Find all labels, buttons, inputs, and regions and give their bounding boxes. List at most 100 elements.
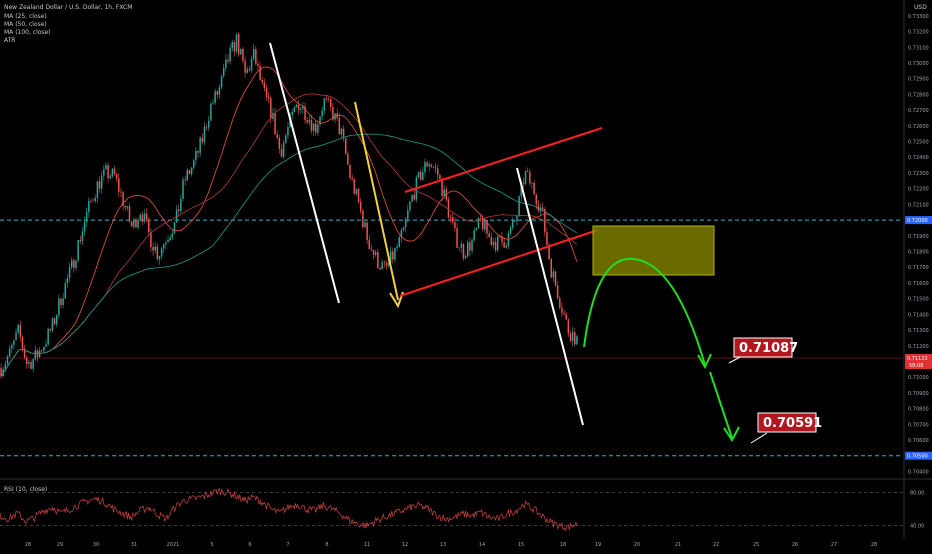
candle-body [218,87,221,95]
candle-body [571,332,574,342]
candle-body [439,175,441,179]
level-tag-text: 0.70500 [907,454,928,460]
candle-body [107,165,109,179]
candle-body [47,328,49,345]
candle-body [496,236,499,251]
candle-body [64,283,67,299]
candle-body [370,248,373,251]
candle-body [462,243,465,259]
candle-body [163,244,165,249]
candle-body [70,260,73,268]
candle-body [409,201,411,210]
candle-body [4,363,7,370]
rsi-title[interactable]: RSI (10, close) [4,486,48,493]
candle-body [344,138,347,154]
candle-body [8,348,11,357]
candle-body [394,248,396,260]
candle-body [481,218,484,230]
candle-body [398,237,400,247]
candle-body [574,332,576,345]
time-tick-label: 30 [93,542,99,548]
candle-body [458,247,460,249]
candle-body [377,252,379,268]
candle-body [265,88,268,97]
candle-body [171,233,174,238]
candle-body [304,106,306,121]
target-label-0.70591: 0.70591 [763,416,822,431]
projection-arrowhead-1 [697,353,712,370]
indicator-ma25-label[interactable]: MA (25, close) [4,13,47,20]
candle-body [374,252,377,255]
candle-body [546,232,548,245]
price-tick-label: 0.71400 [908,312,929,318]
indicator-ma50-label[interactable]: MA (50, close) [4,21,47,28]
price-tick-label: 0.70900 [908,391,929,397]
time-tick-label: 11 [364,542,370,548]
price-tick-label: 0.72500 [908,140,929,146]
candle-body [477,217,480,229]
candle-body [471,240,473,251]
price-tick-label: 0.72100 [908,202,929,208]
price-tick-label: 0.71000 [908,375,929,381]
candle-body [323,98,326,111]
candle-body [255,49,257,64]
price-tick-label: 0.72800 [908,92,929,98]
candle-body [98,181,101,189]
candle-body [282,142,285,157]
candle-body [244,60,246,73]
target-label-0.71087: 0.71087 [739,341,798,356]
time-tick-label: 26 [792,542,798,548]
candle-body [359,201,362,211]
candle-body [499,236,501,238]
candle-body [259,65,261,80]
candle-body [75,260,77,269]
candle-body [79,240,82,242]
candle-body [182,179,184,199]
indicator-ma100-label[interactable]: MA (100, close) [4,29,51,36]
candle-body [242,48,244,61]
candle-body [362,210,364,228]
candle-body [34,350,37,360]
candle-body [484,219,486,230]
time-tick-label: 7 [286,542,289,548]
candle-body [285,135,287,143]
candle-body [315,123,317,133]
candle-body [411,194,413,202]
candle-body [456,228,458,248]
candle-body [222,67,225,77]
candle-body [526,171,529,172]
candle-body [422,172,424,180]
time-tick-label: 21 [675,542,681,548]
candle-body [130,221,133,227]
candle-body [291,111,293,115]
candle-body [51,318,54,331]
candle-body [83,222,86,232]
candle-body [32,359,34,369]
candle-body [381,262,383,270]
level-tag-text: 0.72000 [907,218,928,224]
price-tick-label: 0.71600 [908,281,929,287]
price-tick-label: 0.70800 [908,407,929,413]
candle-body [197,150,199,153]
current-price-text: 0.71122 [907,356,928,362]
level-tag-0.70500 [905,451,932,460]
candle-body [467,242,469,257]
price-tick-label: 0.72300 [908,171,929,177]
candle-body [28,362,30,364]
candle-body [212,102,214,104]
candle-body [26,357,28,364]
candle-body [516,215,518,222]
candle-body [342,128,345,139]
candle-body [556,285,559,299]
candle-body [66,278,69,284]
candle-body [501,236,503,243]
candle-body [55,315,58,325]
candle-body [122,192,124,207]
indicator-atr-label[interactable]: ATR [4,37,16,44]
candle-body [160,248,163,257]
candle-body [158,256,161,260]
candle-body [520,182,523,197]
candle-body [297,104,300,110]
